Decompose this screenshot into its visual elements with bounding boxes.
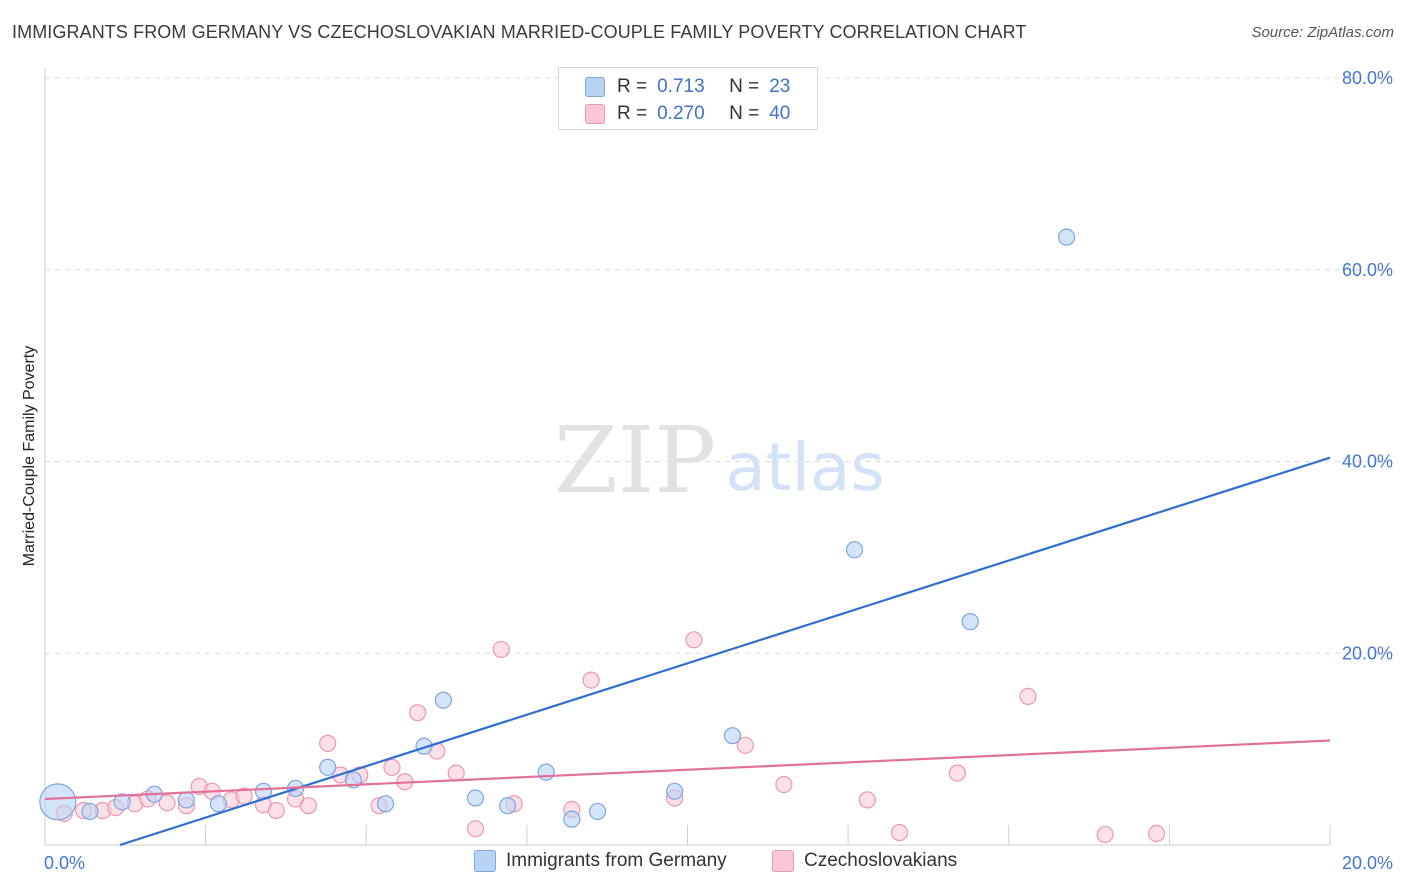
germany-points bbox=[39, 228, 1076, 828]
germany-point bbox=[1057, 228, 1076, 246]
watermark-atlas: atlas bbox=[725, 429, 885, 506]
czechoslovakians-point bbox=[948, 764, 966, 782]
czechoslovakians-point bbox=[890, 823, 909, 842]
legend-row-czechoslovakians: R = 0.270 N = 40 bbox=[585, 101, 790, 127]
legend-r-label: R = bbox=[617, 76, 648, 97]
czechoslovakians-point bbox=[1147, 824, 1166, 843]
germany-point bbox=[415, 737, 433, 755]
czechoslovakians-point bbox=[466, 820, 485, 838]
x-tick-label: 0.0% bbox=[44, 853, 85, 873]
legend-item-czechoslovakians[interactable]: Czechoslovakians bbox=[772, 850, 957, 872]
czechoslovakians-point bbox=[1019, 687, 1037, 705]
czechoslovakians-point bbox=[158, 794, 176, 812]
czechoslovakians-point bbox=[319, 734, 337, 752]
czechoslovakians-point bbox=[383, 758, 401, 776]
germany-trend-line bbox=[119, 456, 1331, 847]
czechoslovakians-point bbox=[685, 631, 703, 649]
trend-lines bbox=[44, 456, 1331, 847]
czechoslovakians-point bbox=[299, 797, 318, 815]
czechoslovakians-point bbox=[267, 801, 285, 820]
germany-point bbox=[113, 793, 131, 811]
legend-n-label: N = bbox=[729, 76, 760, 97]
germany-point bbox=[177, 791, 195, 809]
legend-swatch-germany bbox=[585, 77, 605, 97]
germany-point-large bbox=[39, 783, 77, 821]
czechoslovakians-point bbox=[582, 671, 600, 689]
y-tick-label: 20.0% bbox=[1342, 643, 1393, 663]
tick-labels: 20.0% 40.0% 60.0% 80.0% 0.0% 20.0% bbox=[44, 68, 1393, 873]
czechoslovakians-point bbox=[1096, 825, 1114, 844]
czechoslovakians-trend-line bbox=[44, 739, 1331, 801]
germany-point bbox=[537, 763, 555, 781]
watermark: ZIP atlas bbox=[554, 407, 885, 514]
legend-r-label: R = bbox=[617, 103, 648, 124]
czechoslovakians-point bbox=[492, 640, 510, 659]
germany-point bbox=[466, 789, 485, 807]
germany-point bbox=[319, 758, 337, 776]
germany-point bbox=[563, 810, 581, 828]
czechoslovakians-point bbox=[736, 736, 754, 754]
correlation-legend: R = 0.713 N = 23 R = 0.270 N = 40 bbox=[558, 67, 818, 130]
germany-point bbox=[723, 727, 742, 745]
legend-label-germany: Immigrants from Germany bbox=[506, 850, 727, 871]
germany-point bbox=[499, 797, 517, 815]
gridlines bbox=[45, 77, 1395, 654]
legend-swatch-germany bbox=[474, 850, 496, 872]
axes bbox=[44, 68, 1331, 846]
watermark-zip: ZIP bbox=[554, 407, 716, 514]
czechoslovakians-point bbox=[447, 764, 465, 782]
legend-row-germany: R = 0.713 N = 23 bbox=[585, 74, 790, 100]
source-label: Source: ZipAtlas.com bbox=[1251, 24, 1394, 41]
czechoslovakians-point bbox=[775, 775, 793, 794]
germany-point bbox=[209, 795, 228, 813]
legend-n-value: 23 bbox=[769, 76, 791, 97]
legend-n-value: 40 bbox=[769, 103, 791, 124]
germany-point bbox=[81, 802, 99, 821]
germany-point bbox=[961, 613, 979, 631]
chart-title: IMMIGRANTS FROM GERMANY VS CZECHOSLOVAKI… bbox=[12, 22, 1027, 42]
y-tick-label: 80.0% bbox=[1342, 68, 1393, 88]
legend-n-label: N = bbox=[729, 103, 760, 124]
legend-swatch-czechoslovakians bbox=[585, 104, 605, 124]
y-tick-label: 60.0% bbox=[1342, 260, 1393, 280]
czechoslovakians-point bbox=[858, 791, 877, 809]
czechoslovakians-point bbox=[409, 704, 427, 722]
y-tick-label: 40.0% bbox=[1342, 452, 1393, 472]
series-legend: Immigrants from Germany Czechoslovakians bbox=[0, 850, 1406, 878]
germany-point bbox=[376, 795, 395, 813]
x-tick-label: 20.0% bbox=[1342, 853, 1393, 873]
germany-point bbox=[845, 541, 864, 559]
germany-point bbox=[588, 802, 607, 821]
legend-r-value: 0.270 bbox=[657, 103, 705, 124]
legend-label-czechoslovakians: Czechoslovakians bbox=[804, 850, 958, 871]
legend-swatch-czechoslovakians bbox=[772, 850, 794, 872]
legend-r-value: 0.713 bbox=[657, 76, 705, 97]
germany-point bbox=[666, 782, 684, 800]
germany-point bbox=[434, 691, 452, 709]
legend-item-germany[interactable]: Immigrants from Germany bbox=[474, 850, 727, 872]
